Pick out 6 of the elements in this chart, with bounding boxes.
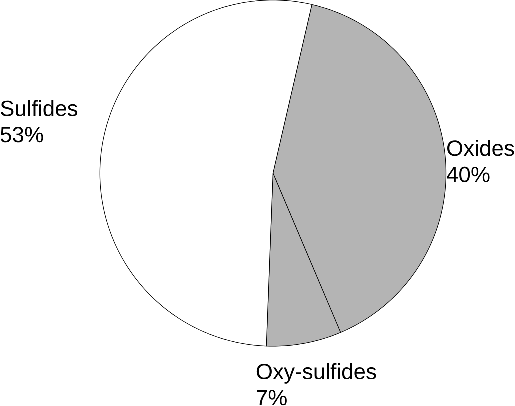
slice-label: Sulfides [1, 100, 78, 117]
slice-label: Oxides [448, 140, 514, 156]
slice-label: Oxy-sulfides [256, 364, 376, 384]
data-label: 53% [0, 127, 44, 143]
data-label: 40% [446, 167, 490, 183]
data-label: 7% [257, 390, 287, 406]
